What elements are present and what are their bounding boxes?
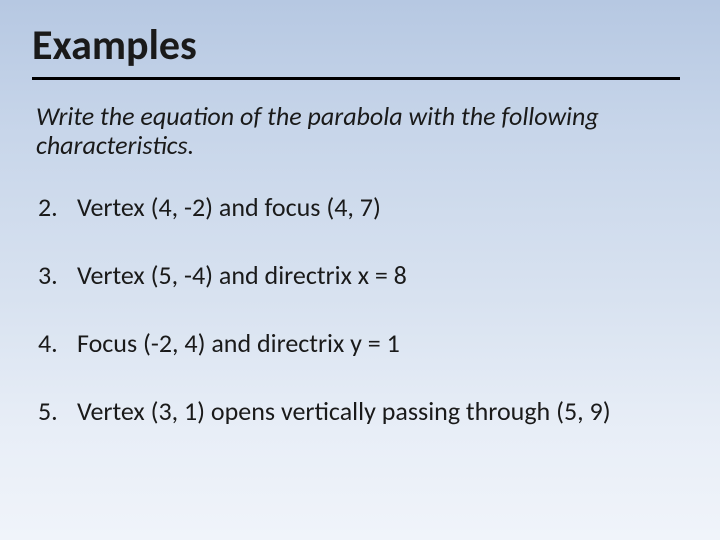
item-list: 2. Vertex (4, -2) and focus (4, 7) 3. Ve… bbox=[0, 160, 720, 446]
list-item: 5. Vertex (3, 1) opens vertically passin… bbox=[36, 378, 684, 446]
list-item: 4. Focus (-2, 4) and directrix y = 1 bbox=[36, 310, 684, 378]
slide-title: Examples bbox=[32, 20, 680, 80]
item-text: Focus (-2, 4) and directrix y = 1 bbox=[71, 329, 684, 359]
item-number: 3. bbox=[36, 261, 71, 291]
item-number: 2. bbox=[36, 193, 71, 223]
list-item: 2. Vertex (4, -2) and focus (4, 7) bbox=[36, 174, 684, 242]
title-wrap: Examples bbox=[0, 0, 720, 80]
item-text: Vertex (5, -4) and directrix x = 8 bbox=[71, 261, 684, 291]
item-number: 4. bbox=[36, 329, 71, 359]
slide: Examples Write the equation of the parab… bbox=[0, 0, 720, 540]
slide-instruction: Write the equation of the parabola with … bbox=[0, 80, 720, 160]
list-item: 3. Vertex (5, -4) and directrix x = 8 bbox=[36, 242, 684, 310]
item-text: Vertex (3, 1) opens vertically passing t… bbox=[71, 397, 684, 427]
item-text: Vertex (4, -2) and focus (4, 7) bbox=[71, 193, 684, 223]
item-number: 5. bbox=[36, 397, 71, 427]
